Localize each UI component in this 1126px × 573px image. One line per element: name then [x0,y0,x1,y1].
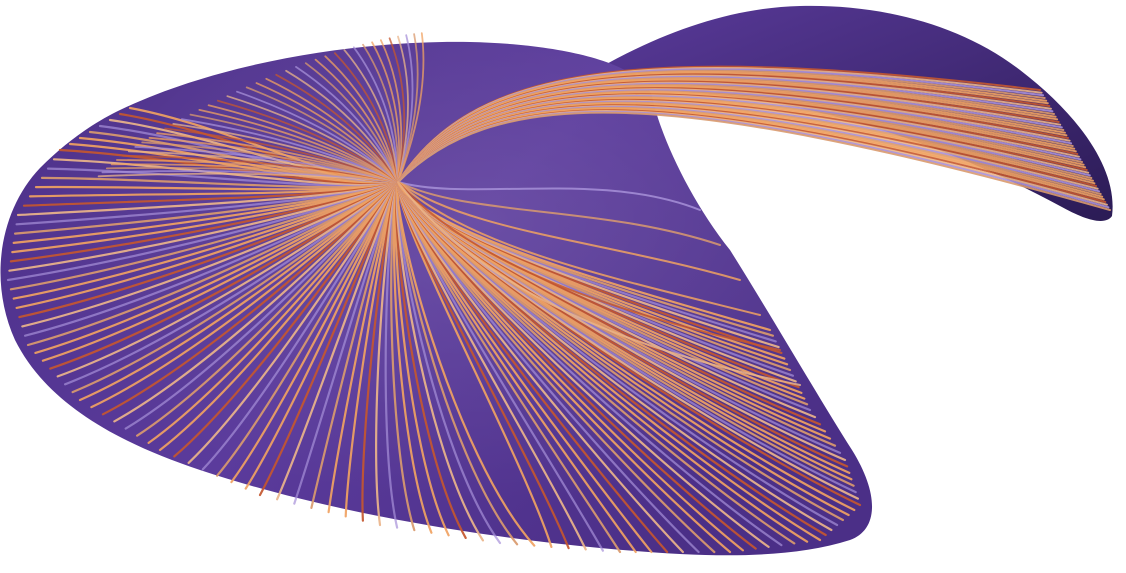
strand-upper-fan [352,46,399,183]
strand-upper-fan [198,109,399,183]
strand-upper-fan [304,62,399,183]
flowing-strands [6,32,1111,554]
strand-upper-fan [371,41,401,183]
strand-upper-fan [334,52,399,183]
strand-cross-arc [397,181,761,316]
strand-upper-fan [207,104,399,183]
strand-upper-fan [285,69,399,183]
strand-upper-fan [397,32,425,183]
strand-upper-fan [295,66,399,183]
strand-upper-fan [255,82,399,183]
ribbon-sheen [0,41,873,556]
strand-upper-fan [245,86,399,183]
strand-upper-fan [380,39,403,183]
strand-ribbon-tail [397,111,1111,211]
strand-cross-arc [397,181,801,386]
strand-cross-arc [397,181,781,351]
strand-upper-fan [397,35,409,183]
strand-upper-fan [388,37,406,183]
strand-upper-fan [172,123,399,183]
strand-upper-fan [180,118,399,183]
strand-upper-fan [226,95,399,183]
strand-cross-arc [397,181,721,246]
strand-cross-arc [397,181,701,211]
strand-upper-fan [164,127,399,183]
strand-upper-fan [189,113,399,183]
strand-upper-fan [236,90,399,183]
strand-cross-arc [397,181,741,281]
strand-upper-fan [265,77,399,183]
strand-upper-fan [324,55,399,183]
strand-upper-fan [362,43,400,183]
strand-upper-fan [343,49,399,183]
strand-upper-fan [275,73,399,183]
strand-lower-fan [396,180,536,547]
strand-upper-fan [217,99,399,183]
strand-lower-fan [396,180,772,332]
strand-upper-fan [314,58,399,183]
